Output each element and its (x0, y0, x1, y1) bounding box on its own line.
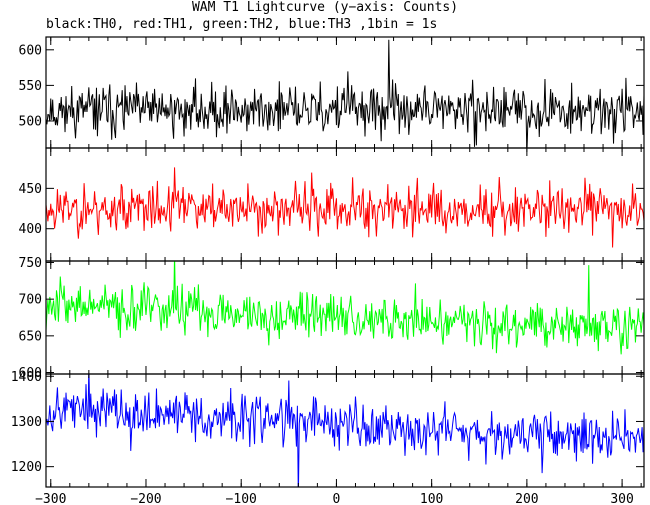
x-tick-label: 200 (515, 492, 538, 505)
series-line (46, 261, 644, 355)
series-line (46, 374, 644, 487)
y-tick-label: 600 (19, 43, 42, 58)
y-tick-label: 450 (19, 182, 42, 197)
y-tick-label: 650 (19, 329, 42, 344)
lightcurve-panel: 500 550 600 (19, 36, 645, 149)
y-tick-label: 400 (19, 222, 42, 237)
lightcurve-panel: 600 650 700 750 (19, 256, 645, 381)
y-tick-label: 550 (19, 79, 42, 94)
series-line (46, 39, 644, 148)
y-tick-label: 750 (19, 256, 42, 271)
y-tick-label: 500 (19, 114, 42, 129)
x-tick-label: 100 (420, 492, 443, 505)
chart-title: WAM T1 Lightcurve (y−axis: Counts) (191, 0, 459, 15)
x-tick-label: 0 (333, 492, 341, 505)
lightcurve-panel: 400 450 (19, 147, 645, 262)
y-tick-label: 1400 (11, 370, 42, 385)
lightcurve-panel: 1200 1300 1400 −300 −200 −100 0 100 200 300 (11, 370, 645, 505)
x-tick-label: −300 (35, 492, 66, 505)
y-tick-label: 600 (19, 366, 42, 381)
panel-frame (45, 260, 645, 375)
x-tick-label: 300 (610, 492, 633, 505)
chart-legend-caption: black:TH0, red:TH1, green:TH2, blue:TH3 … (46, 17, 438, 32)
series-line (46, 167, 644, 248)
y-tick-label: 700 (19, 293, 42, 308)
x-tick-label: −200 (130, 492, 161, 505)
panel-frame (45, 373, 645, 488)
y-tick-label: 1200 (11, 460, 42, 475)
y-tick-label: 1300 (11, 415, 42, 430)
x-tick-label: −100 (226, 492, 257, 505)
